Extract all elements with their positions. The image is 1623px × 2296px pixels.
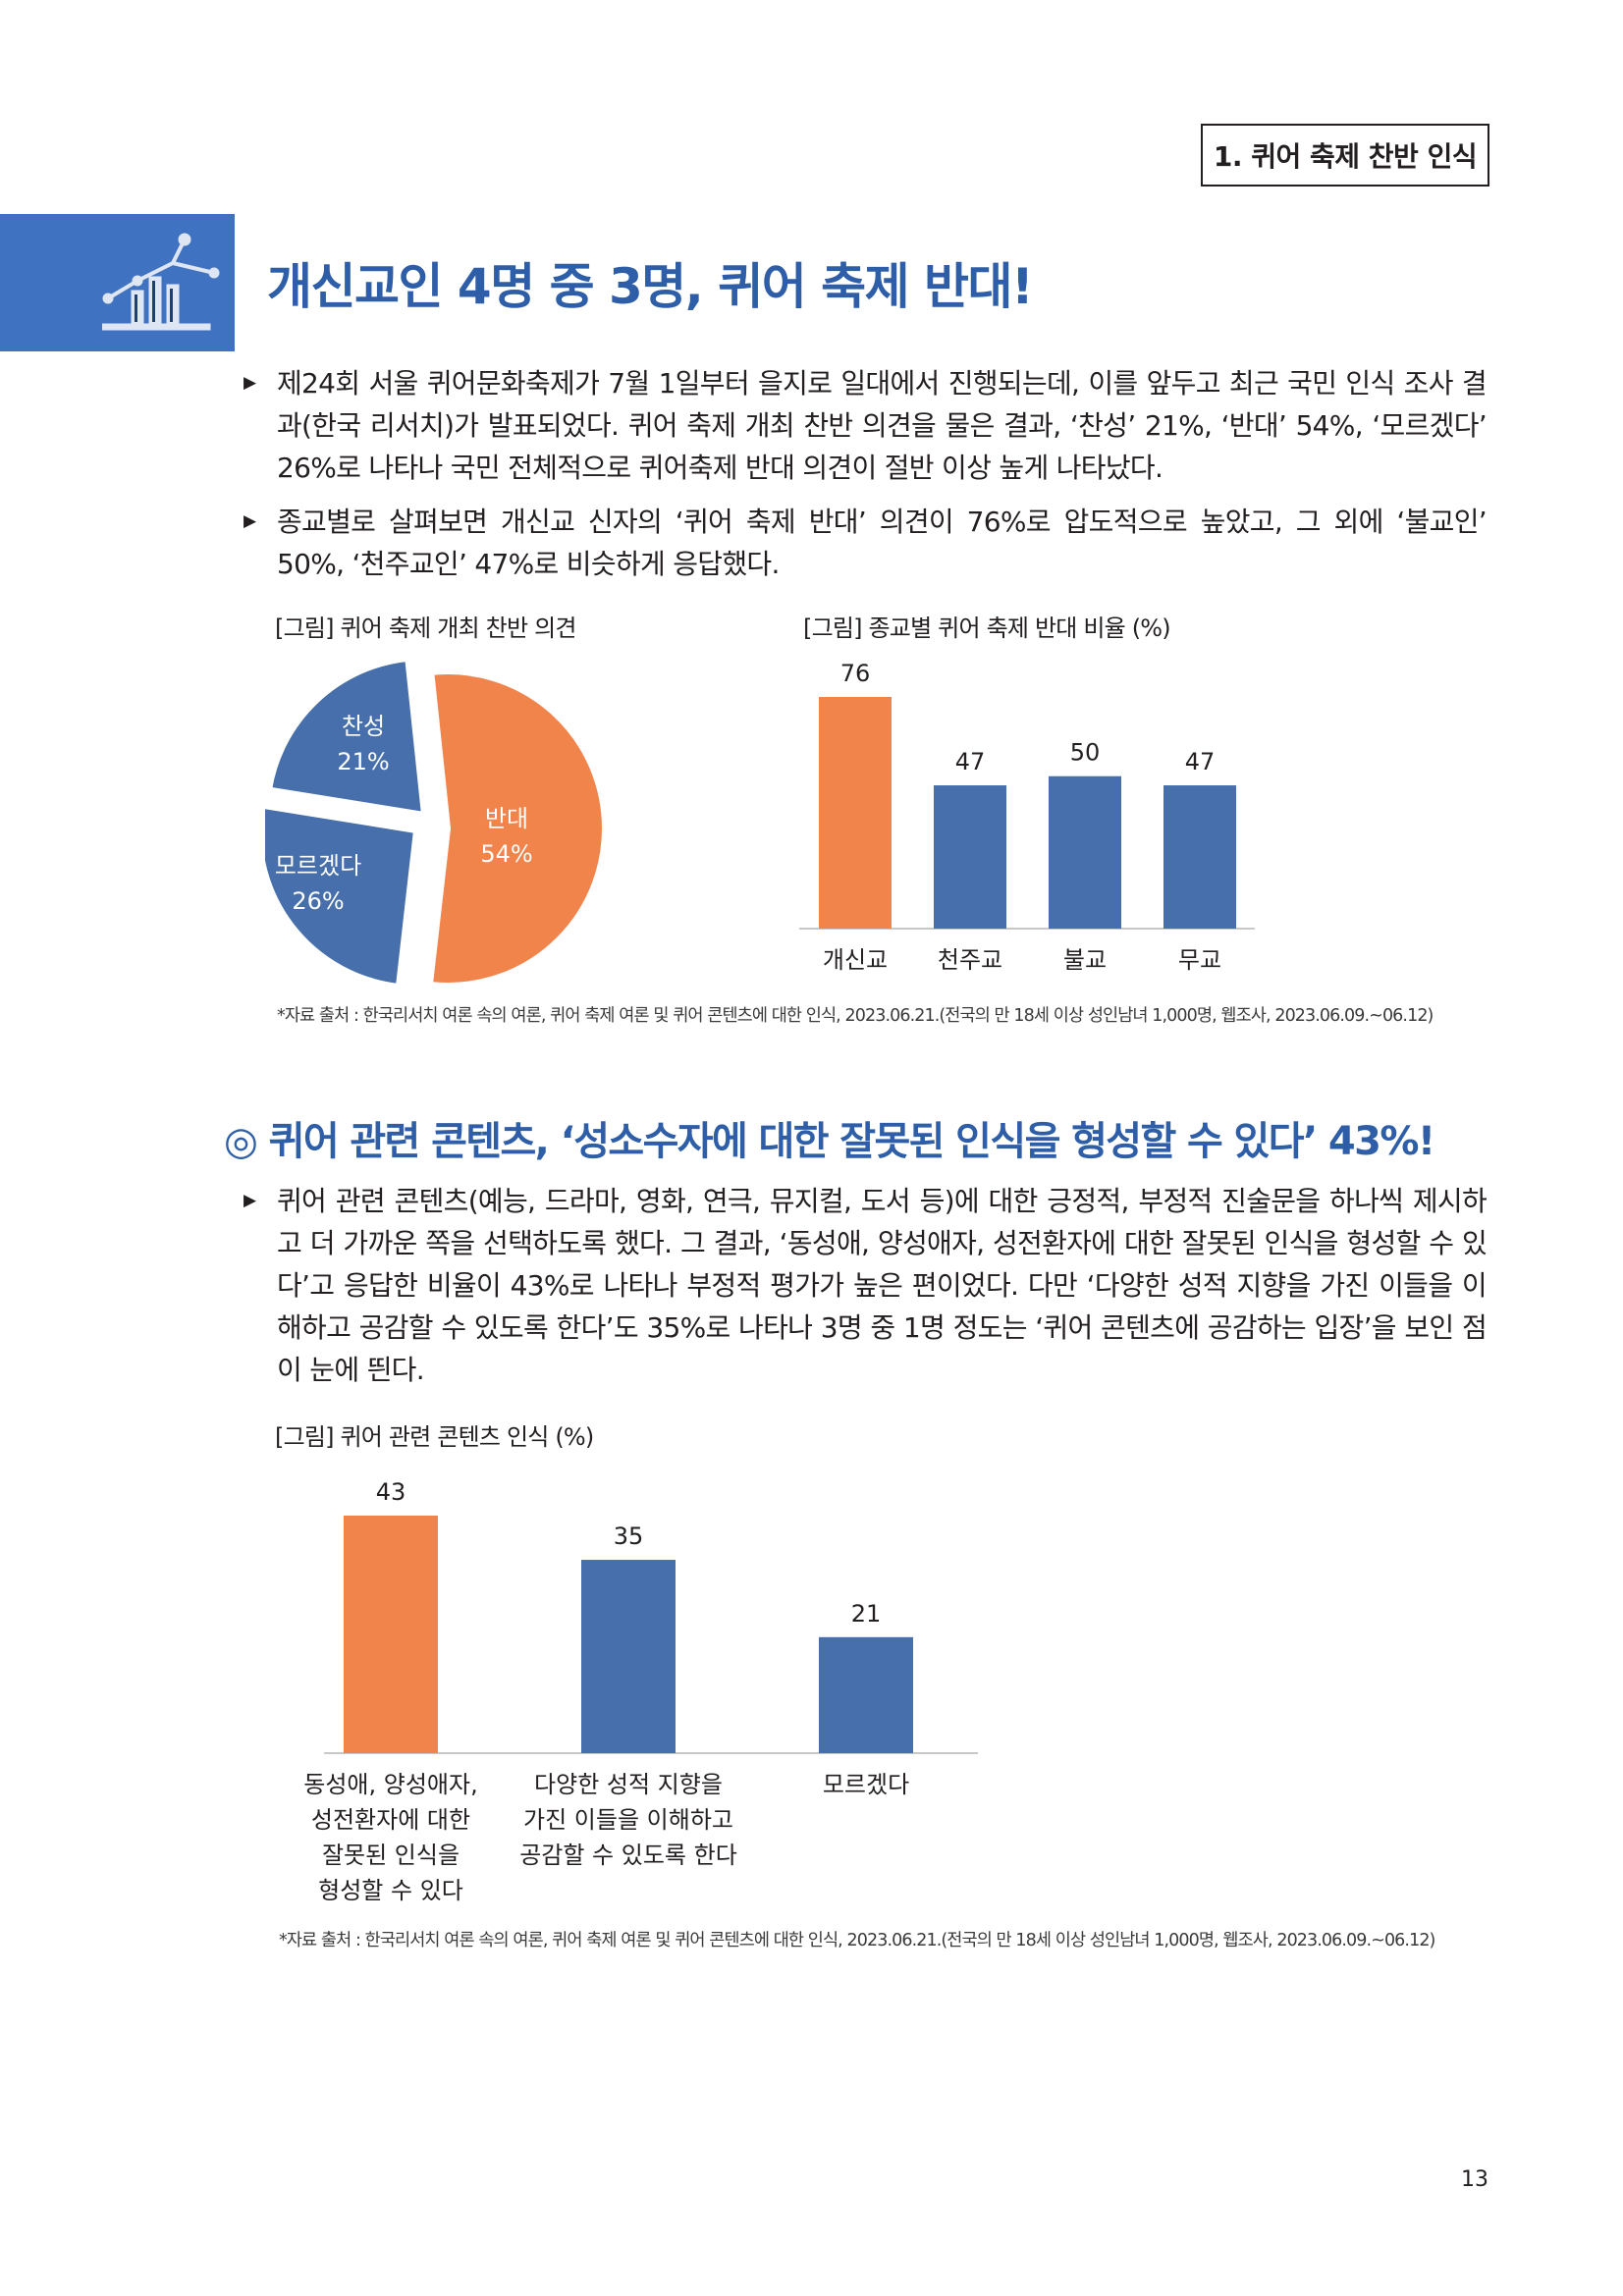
- bar-1: [344, 1516, 438, 1753]
- paragraph-2: 종교별로 살펴보면 개신교 신자의 ‘퀴어 축제 반대’ 의견이 76%로 압도…: [277, 506, 1488, 580]
- title-band: [0, 214, 235, 351]
- category-label: 공감할 수 있도록 한다: [519, 1842, 737, 1869]
- bar-2: [581, 1560, 676, 1753]
- category-label: 천주교: [938, 946, 1002, 974]
- religion-bar-chart: 76 개신교 47 천주교 50 불교 47 무교: [799, 660, 1255, 974]
- pie-slice-3: [426, 668, 608, 988]
- page-title: 개신교인 4명 중 3명, 퀴어 축제 반대!: [267, 258, 1034, 315]
- paragraph-3: 퀴어 관련 콘텐츠(예능, 드라마, 영화, 연극, 뮤지컬, 도서 등)에 대…: [277, 1185, 1488, 1386]
- bar-1: [819, 697, 892, 929]
- section-tab: 1. 퀴어 축제 찬반 인식: [1201, 124, 1489, 187]
- category-label: 다양한 성적 지향을: [534, 1771, 723, 1798]
- bar-value-label: 47: [955, 748, 986, 775]
- category-label: 불교: [1063, 946, 1107, 974]
- figure-caption-pie: [그림] 퀴어 축제 개최 찬반 의견: [275, 614, 576, 642]
- bullet-icon: ▶: [243, 511, 257, 531]
- bar-3: [1049, 775, 1121, 929]
- category-label: 개신교: [823, 946, 888, 974]
- pie-label: 찬성: [342, 713, 385, 740]
- pie-slice-1: [265, 655, 428, 819]
- category-label: 가진 이들을 이해하고: [523, 1806, 733, 1834]
- pie-chart: 찬성 21% 모르겠다 26% 반대 54%: [265, 655, 608, 990]
- pie-value-label: 21%: [337, 748, 389, 775]
- pie-value-label: 26%: [292, 887, 344, 915]
- pie-slice-2: [265, 803, 420, 990]
- category-label: 동성애, 양성애자,: [303, 1771, 477, 1798]
- category-label: 형성할 수 있다: [318, 1877, 463, 1904]
- bullet-icon: ▶: [243, 1191, 257, 1210]
- bar-value-label: 35: [614, 1522, 644, 1550]
- bar-value-label: 21: [851, 1600, 882, 1628]
- pie-label: 반대: [485, 805, 528, 832]
- bar-3: [819, 1636, 913, 1753]
- bar-2: [934, 785, 1006, 929]
- category-label: 무교: [1178, 946, 1221, 974]
- bullet-icon: ▶: [243, 373, 257, 393]
- source-note: *자료 출처 : 한국리서치 여론 속의 여론, 퀴어 축제 여론 및 퀴어 콘…: [277, 1006, 1434, 1026]
- pie-value-label: 54%: [480, 840, 532, 868]
- category-label: 모르겠다: [823, 1771, 909, 1798]
- bar-value-label: 76: [840, 660, 871, 687]
- section-subtitle: ◎ 퀴어 관련 콘텐츠, ‘성소수자에 대한 잘못된 인식을 형성할 수 있다’…: [224, 1119, 1435, 1164]
- bar-value-label: 43: [376, 1478, 406, 1506]
- category-label: 성전환자에 대한: [311, 1806, 470, 1834]
- figure-caption-content-bar: [그림] 퀴어 관련 콘텐츠 인식 (%): [275, 1423, 594, 1451]
- source-note: *자료 출처 : 한국리서치 여론 속의 여론, 퀴어 축제 여론 및 퀴어 콘…: [279, 1931, 1435, 1950]
- page-number: 13: [1461, 2167, 1488, 2192]
- chart-network-icon: [102, 233, 220, 331]
- bar-value-label: 50: [1070, 739, 1101, 767]
- paragraph-1: 제24회 서울 퀴어문화축제가 7월 1일부터 을지로 일대에서 진행되는데, …: [277, 367, 1488, 484]
- bar-4: [1163, 785, 1236, 929]
- bar-value-label: 47: [1185, 748, 1216, 775]
- pie-label: 모르겠다: [275, 852, 361, 880]
- figure-caption-religion-bar: [그림] 종교별 퀴어 축제 반대 비율 (%): [803, 614, 1171, 642]
- category-label: 잘못된 인식을: [322, 1842, 460, 1869]
